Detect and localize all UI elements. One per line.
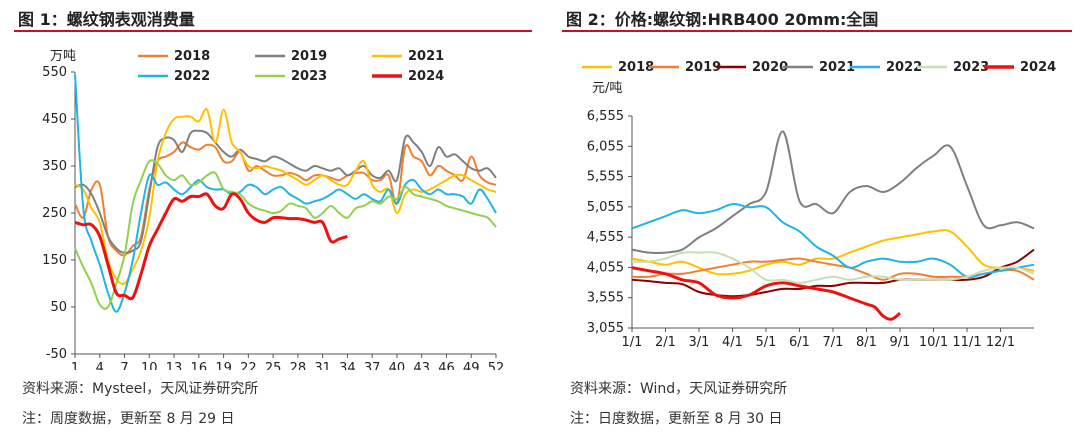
source-note: 资料来源：Wind，天风证券研究所	[570, 381, 788, 397]
legend-item-2022: 2022	[138, 69, 210, 84]
legend-item-2024: 2024	[984, 60, 1056, 75]
x-tick-label: 12/1	[986, 335, 1015, 350]
x-tick-label: 10/1	[919, 335, 948, 350]
x-tick-label: 1	[71, 361, 79, 370]
legend-label: 2022	[886, 60, 922, 75]
legend-item-2024: 2024	[372, 69, 444, 84]
legend-label: 2018	[174, 49, 210, 64]
series-line-2022	[631, 203, 1035, 279]
y-tick-label: 3,555	[587, 291, 624, 306]
series-line-2023	[631, 251, 1035, 284]
chart-panel-consumption: 图 1：螺纹钢表观消费量 万吨 -50 50 150 250 350 450 550 1 4 7 10…	[14, 10, 532, 427]
series-line-2021	[74, 108, 497, 285]
update-note: 注：日度数据，更新至 8 月 30 日	[570, 411, 783, 427]
series-line-2024	[74, 192, 348, 301]
series-line-2018	[631, 229, 1035, 276]
y-axis-unit: 元/吨	[592, 81, 622, 96]
x-tick-label: 2/1	[655, 335, 676, 350]
chart-panel-price: 图 2：价格:螺纹钢:HRB400 20mm:全国 元/吨 3,055 3,555 4…	[548, 0, 1080, 432]
y-tick-label: 5,055	[587, 200, 624, 215]
legend-label: 2024	[408, 69, 444, 84]
y-tick-label: 3,055	[587, 321, 624, 336]
y-tick-label: 4,055	[587, 260, 624, 275]
title-divider	[562, 30, 1072, 32]
x-tick-label: 4	[96, 361, 104, 370]
x-tick-label: 9/1	[890, 335, 911, 350]
legend-label: 2023	[953, 60, 989, 75]
x-tick-label: 7/1	[823, 335, 844, 350]
x-tick-label: 13	[166, 361, 183, 370]
x-tick-label: 40	[389, 361, 406, 370]
y-tick-label: 4,555	[587, 230, 624, 245]
price-line-chart: 元/吨 3,055 3,555 4,055 4,555 5,055 5,555 6,055 6,…	[582, 60, 1056, 350]
legend-label: 2020	[752, 60, 788, 75]
legend-label: 2022	[174, 69, 210, 84]
series-line-2022	[74, 74, 497, 313]
legend-label: 2024	[1020, 60, 1056, 75]
x-tick-label: 22	[240, 361, 257, 370]
x-tick-label: 34	[339, 361, 356, 370]
legend-item-2019: 2019	[649, 60, 721, 75]
x-tick-label: 37	[364, 361, 381, 370]
y-axis-unit: 万吨	[50, 49, 76, 64]
series-line-2024	[631, 266, 901, 321]
legend-item-2018: 2018	[138, 49, 210, 64]
legend-item-2018: 2018	[582, 60, 654, 75]
y-tick-label: -50	[46, 347, 67, 362]
chart-title: 图 1：螺纹钢表观消费量	[18, 10, 195, 29]
y-tick-label: 5,555	[587, 170, 624, 185]
legend-item-2022: 2022	[850, 60, 922, 75]
y-tick-label: 450	[42, 112, 67, 127]
source-note: 资料来源：Mysteel，天风证券研究所	[22, 381, 259, 397]
y-tick-label: 6,055	[587, 139, 624, 154]
y-tick-label: 250	[42, 206, 67, 221]
legend-item-2021: 2021	[783, 60, 855, 75]
series-line-2021	[631, 130, 1035, 254]
consumption-line-chart: 万吨 -50 50 150 250 350 450 550 1 4 7 10 13 16 19 22 25 28 3…	[42, 49, 505, 370]
legend-item-2020: 2020	[716, 60, 788, 75]
x-tick-label: 25	[265, 361, 282, 370]
x-tick-label: 11/1	[952, 335, 981, 350]
x-tick-label: 6/1	[789, 335, 810, 350]
y-tick-label: 150	[42, 253, 67, 268]
x-tick-label: 10	[141, 361, 158, 370]
x-tick-label: 52	[488, 361, 505, 370]
x-tick-label: 5/1	[756, 335, 777, 350]
x-tick-label: 4/1	[722, 335, 743, 350]
x-tick-label: 19	[215, 361, 232, 370]
y-tick-label: 350	[42, 159, 67, 174]
series-line-2023	[74, 159, 497, 310]
legend-label: 2019	[685, 60, 721, 75]
chart-title: 图 2：价格:螺纹钢:HRB400 20mm:全国	[566, 10, 879, 29]
x-tick-label: 49	[463, 361, 480, 370]
x-tick-label: 8/1	[856, 335, 877, 350]
legend-label: 2023	[291, 69, 327, 84]
x-tick-label: 28	[290, 361, 307, 370]
legend-item-2023: 2023	[917, 60, 989, 75]
x-tick-label: 3/1	[689, 335, 710, 350]
y-tick-label: 6,555	[587, 109, 624, 124]
x-tick-label: 46	[438, 361, 455, 370]
x-tick-label: 31	[314, 361, 331, 370]
y-tick-label: 550	[42, 65, 67, 80]
x-tick-label: 16	[191, 361, 208, 370]
legend-label: 2021	[819, 60, 855, 75]
legend-label: 2019	[291, 49, 327, 64]
legend-item-2019: 2019	[255, 49, 327, 64]
title-divider	[14, 30, 532, 32]
x-tick-label: 7	[120, 361, 128, 370]
series-line-2019	[74, 129, 497, 254]
legend-item-2021: 2021	[372, 49, 444, 64]
series-line-2020	[631, 248, 1035, 298]
x-tick-label: 1/1	[622, 335, 643, 350]
x-tick-label: 43	[413, 361, 430, 370]
legend-item-2023: 2023	[255, 69, 327, 84]
update-note: 注：周度数据，更新至 8 月 29 日	[22, 411, 235, 427]
y-tick-label: 50	[50, 300, 67, 315]
legend-label: 2018	[618, 60, 654, 75]
legend-label: 2021	[408, 49, 444, 64]
